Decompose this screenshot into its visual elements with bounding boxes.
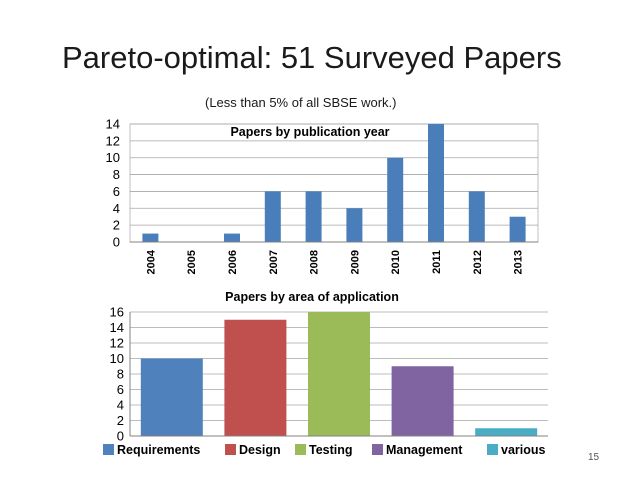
legend-swatch-various xyxy=(487,444,498,455)
legend-swatch-management xyxy=(372,444,383,455)
year-bar-2004 xyxy=(142,233,159,242)
year-chart-ytick-label: 0 xyxy=(113,235,120,250)
year-chart-xtick-label: 2011 xyxy=(431,250,443,274)
year-chart-xtick-label: 2007 xyxy=(268,250,280,274)
area-bar-design xyxy=(224,319,287,436)
area-chart-ytick-label: 14 xyxy=(110,320,124,335)
year-chart-ytick-label: 4 xyxy=(113,201,120,216)
year-bar-2011 xyxy=(428,124,444,242)
area-bar-various xyxy=(475,428,538,436)
year-chart-xtick-label: 2008 xyxy=(309,250,321,274)
area-chart-ytick-label: 0 xyxy=(117,429,124,444)
legend-label-various: various xyxy=(501,443,546,457)
area-bar-testing xyxy=(308,312,370,436)
area-bar-requirements xyxy=(140,358,203,436)
legend-swatch-requirements xyxy=(103,444,114,455)
year-chart-ytick-label: 12 xyxy=(106,133,120,148)
area-chart-ytick-label: 10 xyxy=(110,351,124,366)
area-chart-title: Papers by area of application xyxy=(225,290,399,304)
year-bar-2006 xyxy=(224,233,240,242)
year-chart-xtick-label: 2009 xyxy=(349,250,361,274)
year-chart-xtick-label: 2010 xyxy=(390,250,402,274)
year-chart-xtick-label: 2012 xyxy=(472,250,484,274)
page-number: 15 xyxy=(588,452,600,463)
year-chart-ytick-label: 10 xyxy=(106,150,120,165)
year-bar-2012 xyxy=(468,191,485,242)
year-bar-2009 xyxy=(346,208,363,242)
area-chart-ytick-label: 16 xyxy=(110,305,124,320)
area-chart-legend: Requirements Design Testing Management vario… xyxy=(103,443,546,457)
area-bar-management xyxy=(391,366,454,436)
year-chart-ytick-label: 14 xyxy=(106,117,120,132)
area-chart-ytick-label: 8 xyxy=(117,367,124,382)
legend-swatch-testing xyxy=(295,444,306,455)
legend-swatch-design xyxy=(225,444,236,455)
year-bar-2010 xyxy=(387,157,404,242)
year-chart-xtick-label: 2013 xyxy=(513,250,525,274)
area-chart-ytick-label: 4 xyxy=(117,398,124,413)
slide-subtitle: (Less than 5% of all SBSE work.) xyxy=(205,95,397,110)
year-bar-2008 xyxy=(305,191,322,242)
legend-label-management: Management xyxy=(386,443,463,457)
area-chart-ytick-label: 12 xyxy=(110,336,124,351)
slide-title: Pareto-optimal: 51 Surveyed Papers xyxy=(62,40,562,75)
legend-label-requirements: Requirements xyxy=(117,443,200,457)
year-chart-xtick-label: 2004 xyxy=(145,249,157,274)
year-chart-ytick-label: 2 xyxy=(113,218,120,233)
year-bar-2007 xyxy=(264,191,281,242)
year-bar-2013 xyxy=(509,216,526,242)
year-chart-xtick-label: 2006 xyxy=(227,250,239,274)
area-chart-ytick-label: 6 xyxy=(117,382,124,397)
legend-label-testing: Testing xyxy=(309,443,353,457)
legend-label-design: Design xyxy=(239,443,281,457)
year-chart-title: Papers by publication year xyxy=(230,125,389,139)
year-chart-ytick-label: 6 xyxy=(113,184,120,199)
year-chart-ytick-label: 8 xyxy=(113,167,120,182)
year-chart-xtick-label: 2005 xyxy=(186,250,198,274)
area-chart-ytick-label: 2 xyxy=(117,413,124,428)
